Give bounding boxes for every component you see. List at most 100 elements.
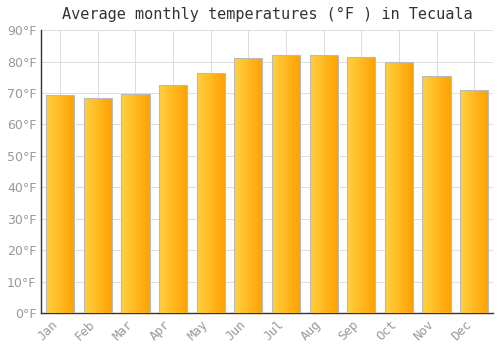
Bar xyxy=(126,93,127,313)
Bar xyxy=(130,93,132,313)
Bar xyxy=(477,90,478,313)
Bar xyxy=(484,90,486,313)
Bar xyxy=(234,58,262,313)
Bar xyxy=(321,55,322,313)
Bar xyxy=(182,85,184,313)
Bar xyxy=(372,57,374,313)
Bar xyxy=(244,58,246,313)
Bar xyxy=(335,55,336,313)
Bar xyxy=(363,57,364,313)
Bar xyxy=(317,55,318,313)
Bar xyxy=(481,90,482,313)
Bar xyxy=(122,93,150,313)
Bar xyxy=(172,85,173,313)
Bar xyxy=(256,58,257,313)
Bar xyxy=(258,58,260,313)
Bar xyxy=(203,72,204,313)
Bar xyxy=(411,62,412,313)
Bar xyxy=(66,94,68,313)
Bar xyxy=(362,57,363,313)
Bar xyxy=(242,58,244,313)
Bar xyxy=(312,55,314,313)
Bar xyxy=(255,58,256,313)
Bar xyxy=(285,55,286,313)
Bar xyxy=(208,72,209,313)
Bar xyxy=(326,55,328,313)
Bar xyxy=(280,55,281,313)
Bar xyxy=(146,93,148,313)
Bar xyxy=(234,58,235,313)
Bar xyxy=(48,94,49,313)
Bar xyxy=(479,90,480,313)
Bar xyxy=(310,55,338,313)
Bar xyxy=(139,93,140,313)
Bar xyxy=(206,72,207,313)
Bar xyxy=(299,55,300,313)
Bar xyxy=(222,72,223,313)
Bar xyxy=(272,55,300,313)
Bar xyxy=(159,85,187,313)
Bar xyxy=(250,58,251,313)
Bar xyxy=(462,90,463,313)
Bar xyxy=(475,90,476,313)
Bar xyxy=(56,94,58,313)
Bar xyxy=(109,98,110,313)
Bar xyxy=(107,98,108,313)
Bar xyxy=(143,93,144,313)
Bar xyxy=(408,62,410,313)
Bar xyxy=(61,94,62,313)
Bar xyxy=(168,85,170,313)
Bar xyxy=(354,57,356,313)
Bar xyxy=(332,55,333,313)
Bar xyxy=(223,72,224,313)
Bar xyxy=(443,76,444,313)
Bar xyxy=(318,55,319,313)
Bar xyxy=(486,90,488,313)
Bar xyxy=(196,72,225,313)
Bar xyxy=(347,57,348,313)
Bar xyxy=(328,55,330,313)
Bar xyxy=(46,94,74,313)
Bar xyxy=(386,62,388,313)
Bar xyxy=(449,76,450,313)
Bar xyxy=(178,85,180,313)
Bar xyxy=(98,98,100,313)
Bar xyxy=(284,55,285,313)
Bar xyxy=(200,72,202,313)
Bar xyxy=(177,85,178,313)
Bar xyxy=(292,55,294,313)
Bar xyxy=(58,94,59,313)
Bar xyxy=(70,94,72,313)
Bar xyxy=(210,72,212,313)
Bar xyxy=(476,90,477,313)
Bar xyxy=(367,57,368,313)
Bar xyxy=(422,76,424,313)
Bar xyxy=(47,94,48,313)
Bar xyxy=(274,55,276,313)
Bar xyxy=(110,98,111,313)
Bar xyxy=(278,55,280,313)
Bar xyxy=(398,62,399,313)
Bar xyxy=(352,57,353,313)
Bar xyxy=(324,55,326,313)
Bar xyxy=(160,85,161,313)
Bar xyxy=(59,94,60,313)
Bar xyxy=(204,72,205,313)
Bar xyxy=(123,93,124,313)
Bar xyxy=(46,94,47,313)
Bar xyxy=(365,57,366,313)
Bar xyxy=(368,57,369,313)
Bar xyxy=(95,98,96,313)
Bar xyxy=(92,98,93,313)
Bar xyxy=(145,93,146,313)
Bar xyxy=(392,62,394,313)
Bar xyxy=(445,76,446,313)
Bar xyxy=(60,94,61,313)
Bar xyxy=(460,90,461,313)
Bar xyxy=(132,93,134,313)
Bar xyxy=(298,55,299,313)
Bar xyxy=(171,85,172,313)
Bar xyxy=(205,72,206,313)
Bar xyxy=(128,93,129,313)
Bar xyxy=(316,55,317,313)
